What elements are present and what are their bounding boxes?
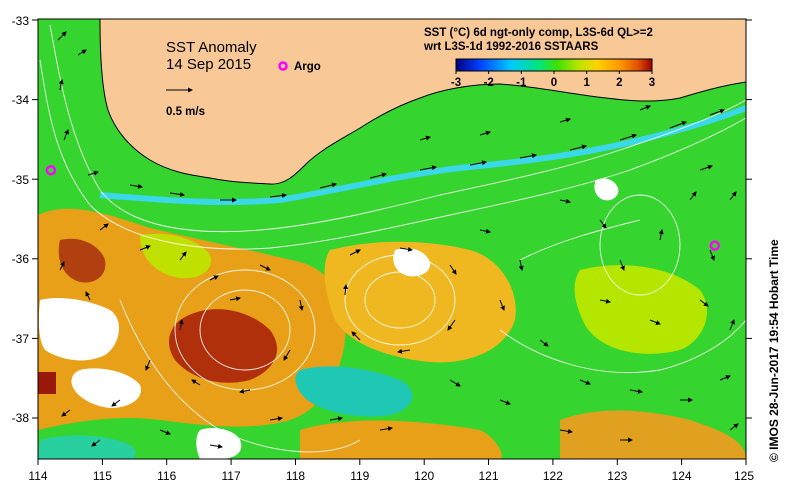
x-tick-label: 121 bbox=[478, 469, 498, 483]
plot-frame bbox=[37, 18, 747, 460]
x-tick-label: 116 bbox=[157, 469, 176, 483]
x-tick-label: 119 bbox=[350, 469, 369, 483]
x-tick-label: 115 bbox=[93, 469, 112, 483]
hot-anomaly-edge bbox=[38, 372, 56, 394]
missing-data-east bbox=[594, 178, 619, 201]
warm-anomaly-central bbox=[324, 241, 516, 363]
x-tick-label: 117 bbox=[222, 469, 241, 483]
colorbar-tick-label: 0 bbox=[551, 77, 557, 89]
credit-text: © IMOS 28-Jun-2017 19:54 Hobart Time bbox=[767, 239, 781, 462]
missing-data-southwest-2 bbox=[71, 368, 141, 408]
colorbar-tick-label: 3 bbox=[649, 77, 655, 89]
colorbar-tick-label: 1 bbox=[583, 77, 590, 89]
colorbar-ticks bbox=[455, 71, 653, 74]
argo-legend-label: Argo bbox=[294, 61, 321, 73]
y-tick-label: -37 bbox=[12, 332, 30, 346]
scale-label: 0.5 m/s bbox=[166, 106, 205, 118]
axis-ticks bbox=[32, 19, 752, 465]
colorbar-tick-label: -1 bbox=[516, 77, 527, 89]
y-tick-label: -34 bbox=[12, 93, 30, 107]
yellow-green-patch-west bbox=[140, 233, 211, 279]
colorbar-labels: -3 -2 -1 0 1 2 3 bbox=[451, 77, 655, 89]
y-tick-label: -33 bbox=[12, 14, 30, 28]
argo-legend-icon bbox=[278, 61, 288, 71]
hot-anomaly-core bbox=[168, 309, 278, 383]
argo-float-marker[interactable] bbox=[709, 240, 721, 251]
argo-float-marker[interactable] bbox=[45, 165, 57, 176]
y-tick-label: -38 bbox=[12, 411, 30, 425]
colorbar-tick-label: 2 bbox=[616, 77, 622, 89]
missing-data-south bbox=[196, 428, 242, 459]
x-tick-label: 123 bbox=[607, 469, 627, 483]
x-tick-label: 122 bbox=[543, 469, 563, 483]
y-axis-labels: -33 -34 -35 -36 -37 -38 bbox=[12, 14, 30, 425]
map-title: SST Anomaly bbox=[166, 39, 257, 56]
x-tick-label: 124 bbox=[672, 469, 692, 483]
warm-anomaly-south bbox=[300, 420, 502, 459]
colorbar bbox=[455, 58, 653, 72]
warm-anomaly-southeast bbox=[560, 410, 746, 459]
cool-anomaly-south bbox=[295, 366, 413, 417]
plot-area bbox=[38, 19, 746, 459]
y-tick-label: -35 bbox=[12, 173, 30, 187]
x-tick-label: 118 bbox=[286, 469, 305, 483]
colorbar-tick-label: -3 bbox=[451, 77, 461, 89]
x-tick-label: 120 bbox=[414, 469, 434, 483]
missing-data-south-west bbox=[38, 298, 120, 361]
y-tick-label: -36 bbox=[12, 252, 30, 266]
shelf-current-band bbox=[99, 105, 746, 206]
sea-level-contours bbox=[39, 24, 746, 453]
info-line-2: wrt L3S-1d 1992-2016 SSTAARS bbox=[423, 41, 599, 53]
x-axis-labels: 114 115 116 117 118 119 120 121 122 123 … bbox=[28, 469, 754, 483]
info-line-1: SST (°C) 6d ngt-only comp, L3S-6d QL>=2 bbox=[424, 27, 653, 39]
hot-anomaly-west bbox=[58, 238, 106, 283]
x-tick-label: 125 bbox=[734, 469, 754, 483]
cool-anomaly-southwest bbox=[38, 435, 136, 459]
x-tick-label: 114 bbox=[28, 469, 47, 483]
colorbar-tick-label: -2 bbox=[484, 77, 494, 89]
map-date: 14 Sep 2015 bbox=[166, 56, 251, 73]
current-vectors bbox=[57, 31, 739, 449]
yellow-green-patch-east bbox=[574, 265, 708, 354]
